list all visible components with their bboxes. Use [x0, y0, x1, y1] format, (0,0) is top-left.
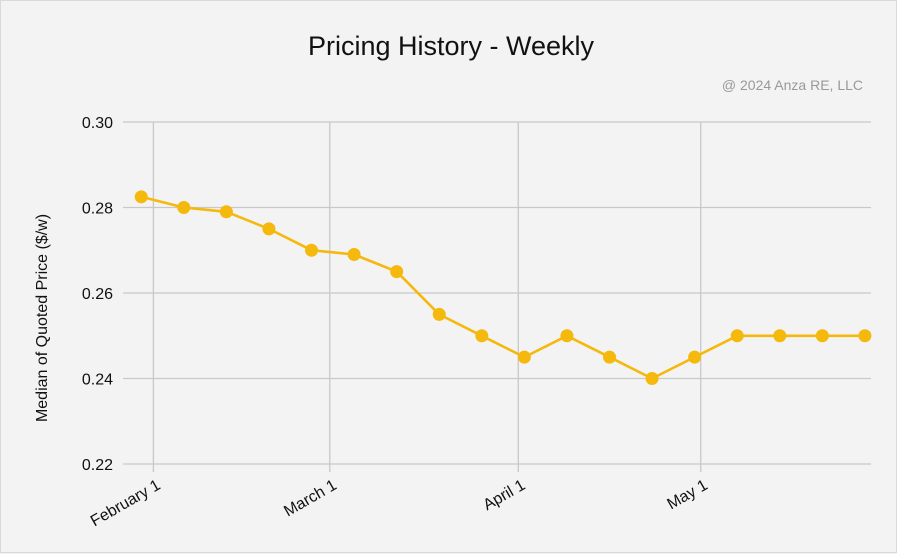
- y-axis-ticks: 0.30 0.28 0.26 0.24 0.22: [82, 115, 113, 474]
- data-point[interactable]: [603, 350, 617, 364]
- x-tick-label: May 1: [664, 477, 710, 514]
- data-point[interactable]: [305, 243, 319, 257]
- data-point[interactable]: [475, 329, 489, 343]
- data-point[interactable]: [390, 265, 404, 279]
- data-point[interactable]: [262, 222, 276, 236]
- data-point[interactable]: [219, 205, 233, 219]
- y-tick-label: 0.30: [82, 115, 113, 132]
- series-layer: [134, 190, 872, 385]
- data-point[interactable]: [773, 329, 787, 343]
- y-tick-label: 0.28: [82, 201, 113, 218]
- y-axis-label: Median of Quoted Price ($/w): [34, 214, 51, 422]
- data-point[interactable]: [815, 329, 829, 343]
- series-line: [140, 195, 865, 380]
- gridlines: [123, 121, 871, 472]
- chart-title: Pricing History - Weekly: [308, 31, 595, 61]
- data-point[interactable]: [347, 248, 361, 262]
- y-tick-label: 0.26: [82, 286, 113, 303]
- data-point[interactable]: [517, 350, 531, 364]
- data-point[interactable]: [858, 329, 872, 343]
- x-tick-label: February 1: [88, 477, 164, 530]
- copyright-text: @ 2024 Anza RE, LLC: [722, 77, 863, 93]
- x-axis-ticks: February 1 March 1 April 1 May 1: [88, 477, 711, 530]
- data-point[interactable]: [432, 307, 446, 321]
- data-point[interactable]: [688, 350, 702, 364]
- x-tick-label: April 1: [481, 477, 529, 514]
- x-tick-label: March 1: [281, 477, 340, 521]
- data-point[interactable]: [730, 329, 744, 343]
- y-tick-label: 0.22: [82, 457, 113, 474]
- data-point[interactable]: [134, 190, 148, 204]
- data-point[interactable]: [177, 201, 191, 214]
- y-tick-label: 0.24: [82, 372, 113, 389]
- data-point[interactable]: [560, 329, 574, 343]
- data-point[interactable]: [645, 372, 659, 385]
